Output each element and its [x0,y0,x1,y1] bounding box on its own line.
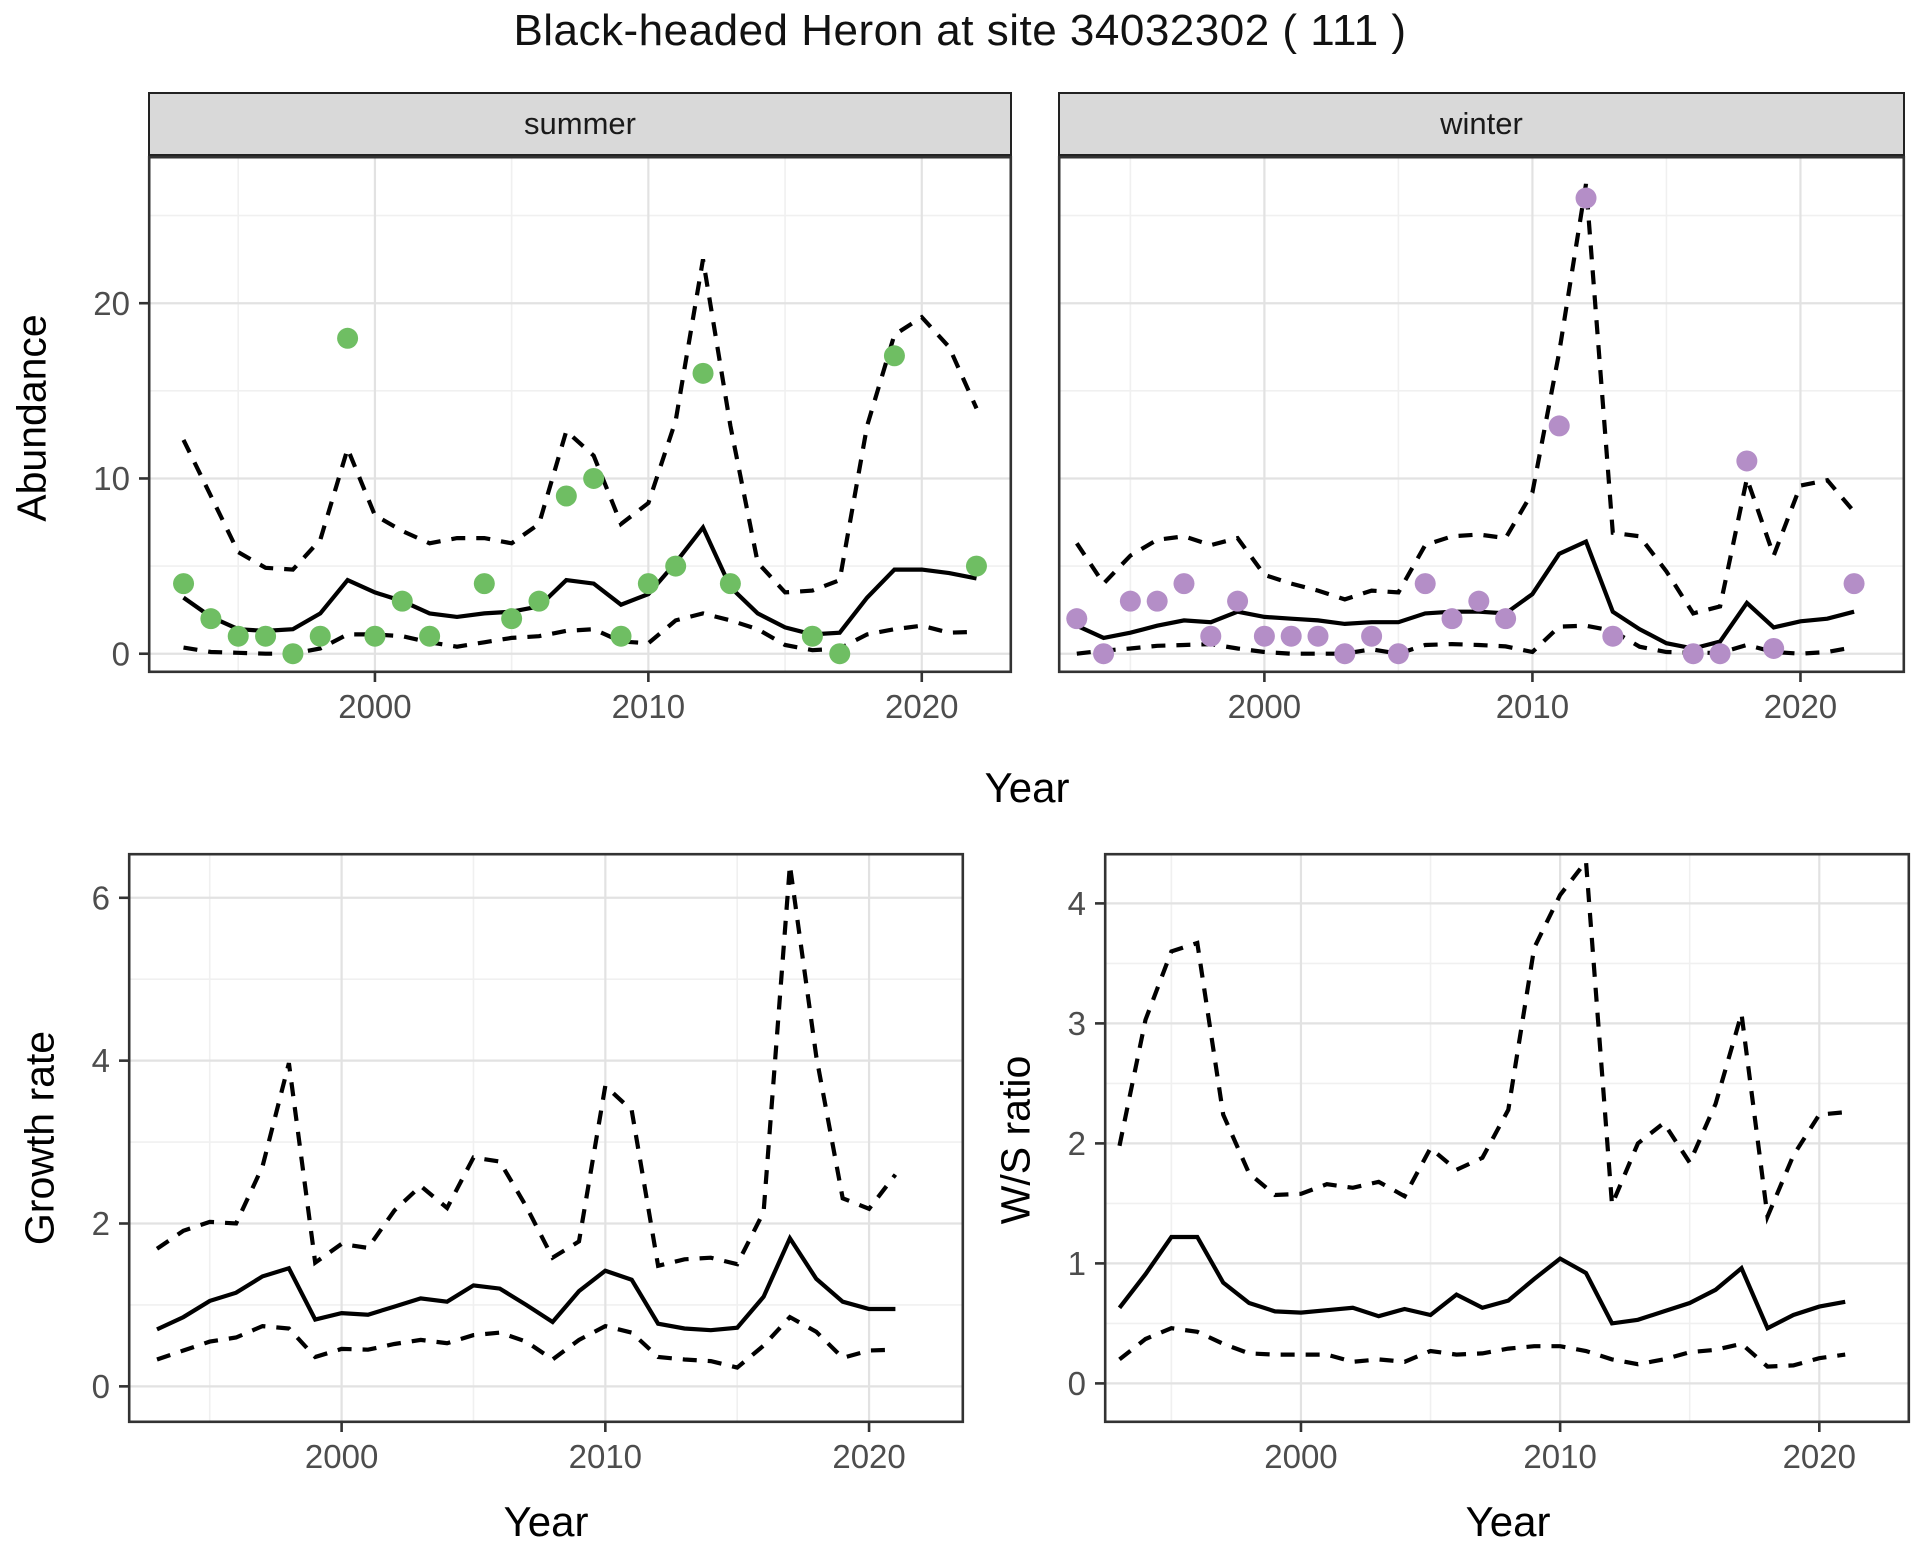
svg-text:2: 2 [92,1205,110,1242]
svg-text:2020: 2020 [1783,1438,1856,1475]
svg-text:4: 4 [1068,885,1086,922]
y-axis-label-abundance: Abundance [8,314,55,522]
svg-text:20: 20 [93,285,130,322]
facet-strip-summer: summer [148,92,1012,156]
svg-text:10: 10 [93,460,130,497]
svg-text:4: 4 [92,1042,110,1079]
svg-text:0: 0 [92,1368,110,1405]
svg-text:0: 0 [112,635,130,672]
svg-text:6: 6 [92,879,110,916]
y-axis-label-growth-rate: Growth rate [16,1030,63,1246]
svg-text:2010: 2010 [612,688,685,725]
chart-title: Black-headed Heron at site 34032302 ( 11… [513,6,1407,55]
svg-text:2000: 2000 [1228,688,1301,725]
svg-text:1: 1 [1068,1245,1086,1282]
svg-text:2010: 2010 [1523,1438,1596,1475]
svg-text:2: 2 [1068,1125,1086,1162]
svg-text:3: 3 [1068,1005,1086,1042]
svg-text:2000: 2000 [1264,1438,1337,1475]
facet-strip-winter-label: winter [1440,106,1523,141]
y-axis-label-ws-ratio: W/S ratio [992,1055,1039,1225]
facet-strip-summer-label: summer [524,106,636,141]
svg-text:2020: 2020 [885,688,958,725]
svg-text:2000: 2000 [305,1438,378,1475]
svg-text:2020: 2020 [1764,688,1837,725]
panel-growth-rate: 2000 2010 2020 0 2 4 6 [92,852,965,1475]
panel-abundance-summer: 2000 2010 2020 0 10 20 [93,155,1013,725]
x-axis-label-year-growth: Year [503,1498,589,1545]
facet-strip-winter: winter [1058,92,1905,156]
panel-ws-ratio: 2000 2010 2020 0 1 2 3 4 [1068,852,1911,1475]
svg-text:0: 0 [1068,1365,1086,1402]
x-axis-label-year-ws: Year [1465,1498,1551,1545]
x-axis-label-year-abundance: Year [984,764,1070,811]
svg-text:2000: 2000 [338,688,411,725]
svg-text:2010: 2010 [569,1438,642,1475]
svg-text:2010: 2010 [1496,688,1569,725]
svg-text:2020: 2020 [832,1438,905,1475]
panel-abundance-winter: 2000 2010 2020 [1057,155,1906,725]
